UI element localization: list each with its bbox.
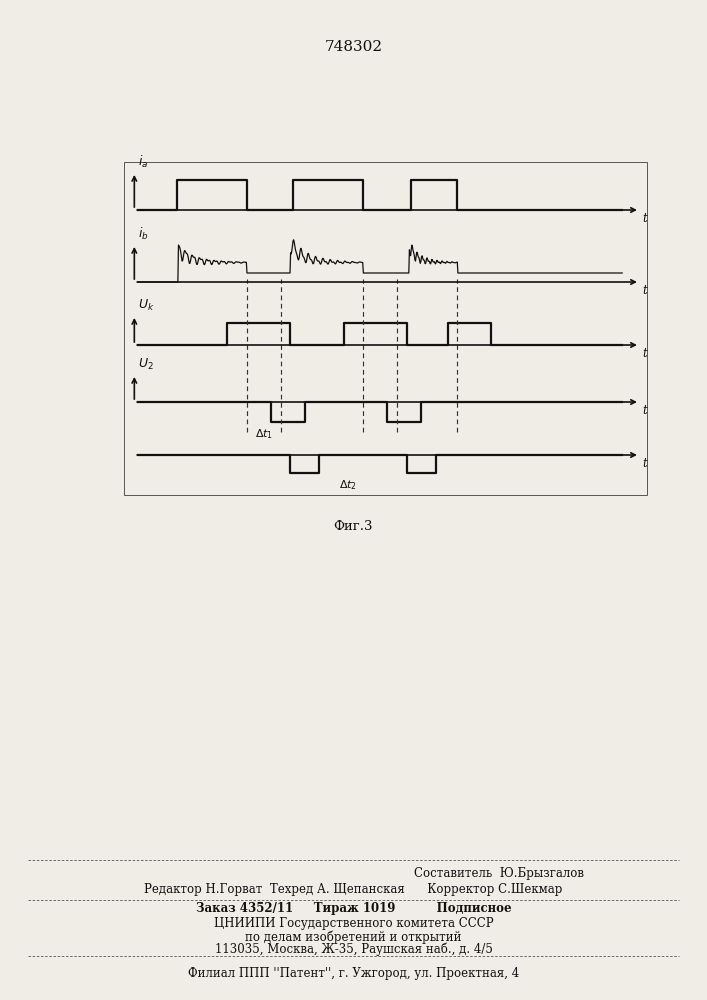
Text: Редактор Н.Горват  Техред А. Щепанская      Корректор С.Шекмар: Редактор Н.Горват Техред А. Щепанская Ко… — [144, 883, 563, 896]
Text: Фиг.3: Фиг.3 — [334, 520, 373, 533]
Text: ЦНИИПИ Государственного комитета СССР: ЦНИИПИ Государственного комитета СССР — [214, 917, 493, 930]
Text: Составитель  Ю.Брызгалов: Составитель Ю.Брызгалов — [354, 867, 583, 880]
Text: $\Delta t_1$: $\Delta t_1$ — [255, 427, 273, 441]
Text: $i_b$: $i_b$ — [138, 226, 148, 242]
Text: 113035, Москва, Ж-35, Раушская наб., д. 4/5: 113035, Москва, Ж-35, Раушская наб., д. … — [214, 943, 493, 956]
Text: $i_a$: $i_a$ — [138, 154, 148, 170]
Text: t: t — [642, 404, 647, 417]
Text: $U_2$: $U_2$ — [138, 357, 153, 372]
Text: Филиал ППП ''Патент'', г. Ужгород, ул. Проектная, 4: Филиал ППП ''Патент'', г. Ужгород, ул. П… — [188, 967, 519, 980]
Text: Заказ 4352/11     Тираж 1019          Подписное: Заказ 4352/11 Тираж 1019 Подписное — [196, 902, 511, 915]
Text: t: t — [642, 457, 647, 470]
Text: $\Delta t_2$: $\Delta t_2$ — [339, 478, 358, 492]
Text: t: t — [642, 284, 647, 297]
Text: 748302: 748302 — [325, 40, 382, 54]
Text: $U_k$: $U_k$ — [138, 298, 154, 313]
Text: t: t — [642, 347, 647, 360]
Text: t: t — [642, 212, 647, 225]
Text: по делам изобретений и открытий: по делам изобретений и открытий — [245, 930, 462, 944]
Bar — [124, 162, 647, 495]
